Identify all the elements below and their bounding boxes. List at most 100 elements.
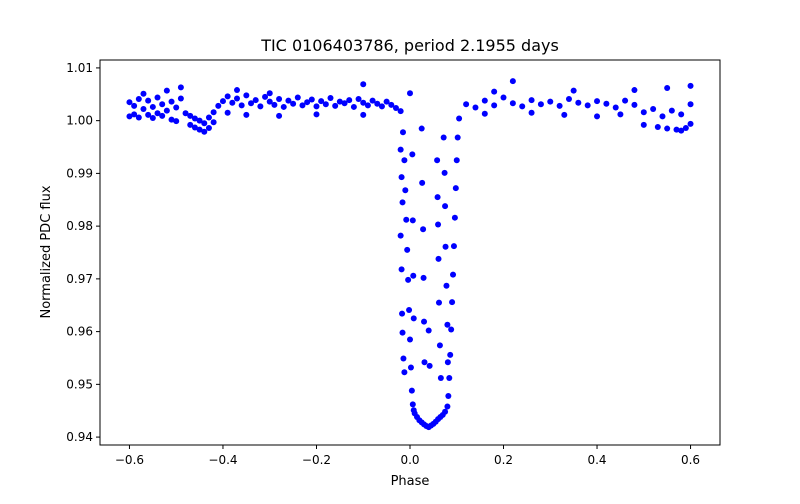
data-point [299, 102, 306, 109]
data-point [149, 115, 156, 122]
data-point [405, 276, 412, 283]
data-point [401, 157, 408, 164]
data-point [410, 315, 417, 322]
data-point [500, 94, 507, 101]
x-tick-label: 0.4 [587, 453, 606, 467]
data-point [234, 87, 240, 94]
data-point [509, 100, 516, 107]
data-point [159, 112, 166, 119]
y-axis-ticks: 0.94 0.95 0.96 0.97 0.98 0.99 1.00 1.01 [66, 61, 100, 444]
data-point [528, 97, 535, 104]
data-point [491, 102, 498, 109]
data-point [570, 87, 577, 94]
data-point [294, 94, 301, 101]
y-axis-label: Normalized PDC flux [39, 185, 54, 318]
data-point [409, 217, 416, 224]
data-point [409, 401, 416, 408]
x-tick-label: −0.6 [115, 453, 144, 467]
x-axis-label: Phase [391, 474, 430, 489]
data-point [402, 187, 409, 194]
x-tick-label: 0.2 [494, 453, 513, 467]
data-point [304, 99, 311, 106]
data-point [421, 318, 428, 325]
data-point [205, 125, 212, 132]
data-point [215, 102, 222, 109]
data-point [327, 94, 334, 101]
data-point [145, 111, 152, 118]
data-point [441, 169, 448, 176]
data-point [403, 216, 410, 223]
data-point [364, 102, 371, 109]
data-point [451, 214, 458, 221]
data-point [603, 100, 610, 107]
chart-title: TIC 0106403786, period 2.1955 days [260, 36, 559, 55]
data-point [612, 104, 619, 111]
data-point [252, 97, 259, 104]
data-point [420, 226, 427, 233]
data-point [383, 98, 390, 105]
data-point [463, 101, 470, 108]
data-point [397, 108, 404, 115]
data-point [205, 114, 212, 121]
data-point [290, 100, 297, 107]
data-point [397, 232, 404, 239]
y-tick-label: 1.00 [66, 114, 93, 128]
data-point [131, 102, 138, 109]
data-point [318, 98, 325, 105]
data-point [360, 81, 367, 88]
data-point [408, 387, 415, 394]
data-point [243, 92, 250, 99]
data-point [682, 125, 689, 132]
data-point [617, 111, 624, 118]
data-point [210, 119, 217, 126]
x-axis-ticks: −0.6 −0.4 −0.2 0.0 0.2 0.4 0.6 [115, 445, 700, 467]
data-point [436, 342, 443, 349]
data-point [456, 115, 463, 122]
data-point [346, 97, 353, 104]
data-point [173, 104, 180, 111]
data-point [673, 126, 680, 133]
y-tick-label: 0.95 [66, 377, 93, 391]
data-point [443, 282, 450, 289]
data-point [640, 121, 647, 128]
x-tick-label: −0.2 [302, 453, 331, 467]
data-point [187, 121, 194, 128]
data-point [378, 103, 385, 110]
data-point [201, 128, 208, 135]
data-point [426, 362, 433, 369]
data-point [678, 111, 685, 118]
data-point [257, 103, 264, 110]
data-point [400, 355, 407, 362]
data-point [266, 98, 273, 105]
data-point [369, 97, 376, 104]
data-point [450, 271, 457, 278]
data-point [360, 111, 367, 118]
data-point [410, 272, 417, 279]
data-point [472, 104, 479, 111]
data-point [687, 101, 694, 108]
data-point [444, 359, 451, 366]
data-point [398, 174, 405, 181]
data-point [442, 203, 449, 210]
data-point [447, 351, 454, 358]
data-point [446, 375, 453, 382]
data-point [444, 321, 451, 328]
data-point [561, 111, 568, 118]
data-point [140, 106, 147, 113]
data-point [201, 120, 208, 127]
data-point [397, 146, 404, 153]
data-point [687, 120, 694, 127]
data-point [631, 87, 638, 94]
y-tick-label: 0.94 [66, 430, 93, 444]
data-point [664, 125, 671, 132]
data-point [131, 111, 138, 118]
data-point [445, 392, 452, 399]
data-point [392, 104, 399, 111]
data-point [196, 117, 203, 124]
data-point [664, 84, 671, 91]
data-point [126, 99, 133, 106]
data-point [224, 93, 231, 100]
